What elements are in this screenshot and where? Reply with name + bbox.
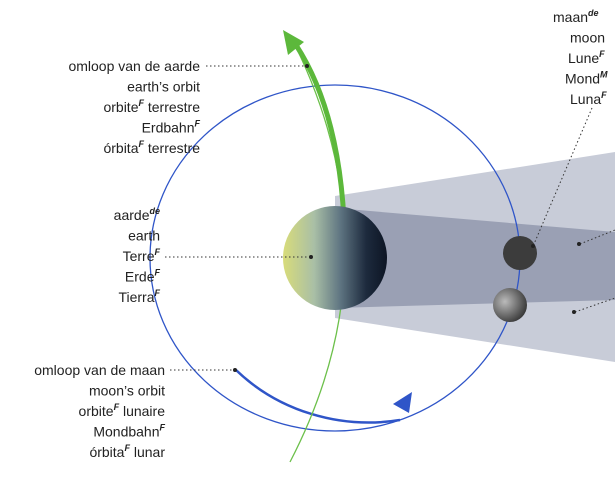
- moon-orbit-arrow-arc: [236, 370, 400, 422]
- label-text: Terre: [123, 248, 155, 264]
- page: omloop van de aarde earth’s orbit orbiteF …: [0, 0, 615, 485]
- label-text: earth’s orbit: [127, 79, 200, 95]
- label-line: órbitaF terrestre: [103, 139, 200, 156]
- label-text-rest: lunar: [130, 444, 165, 460]
- label-superscript: F: [155, 288, 161, 298]
- label-line: omloop van de maan: [34, 362, 165, 378]
- label-text: earth: [128, 228, 160, 244]
- leader-dot: [305, 64, 309, 68]
- label-superscript: M: [600, 70, 608, 80]
- label-text: Tierra: [118, 289, 154, 305]
- label-text: órbita: [103, 140, 138, 156]
- label-line: LunaF: [570, 90, 607, 107]
- label-text: moon’s orbit: [89, 383, 165, 399]
- label-line: MondbahnF: [93, 423, 165, 440]
- label-text: Mond: [565, 71, 600, 87]
- label-line: aardede: [114, 206, 160, 223]
- leader-dot: [531, 244, 535, 248]
- label-line: maande: [553, 8, 599, 25]
- label-text-rest: terrestre: [144, 99, 200, 115]
- moon-eclipsed: [503, 236, 537, 270]
- label-text: órbita: [89, 444, 124, 460]
- label-text: moon: [570, 30, 605, 46]
- label-superscript: F: [601, 90, 607, 100]
- label-line: orbiteF lunaire: [79, 402, 166, 419]
- moon: [493, 288, 527, 322]
- label-text: maan: [553, 9, 588, 25]
- label-superscript: de: [588, 8, 599, 18]
- label-text: Lune: [568, 50, 599, 66]
- label-text: omloop van de aarde: [68, 58, 200, 74]
- label-text: Erdbahn: [142, 120, 195, 136]
- label-line: moon: [570, 30, 605, 46]
- label-line: TierraF: [118, 288, 160, 305]
- label-text: orbite: [79, 403, 114, 419]
- label-superscript: F: [599, 49, 605, 59]
- label-text: Mondbahn: [93, 424, 159, 440]
- label-text: omloop van de maan: [34, 362, 165, 378]
- label-group: omloop van de aarde earth’s orbit orbiteF …: [68, 58, 200, 156]
- leader-dot: [309, 255, 313, 259]
- label-line: orbiteF terrestre: [103, 98, 200, 115]
- leader-dot: [572, 310, 576, 314]
- label-text: aarde: [114, 207, 150, 223]
- label-text-rest: terrestre: [144, 140, 200, 156]
- label-text: Luna: [570, 91, 601, 107]
- label-line: órbitaF lunar: [89, 443, 165, 460]
- label-superscript: F: [160, 423, 166, 433]
- label-line: ErdeF: [125, 268, 161, 285]
- label-line: ErdbahnF: [142, 119, 201, 136]
- label-superscript: F: [195, 119, 201, 129]
- label-superscript: F: [155, 268, 161, 278]
- label-line: TerreF: [123, 247, 161, 264]
- label-line: omloop van de aarde: [68, 58, 200, 74]
- leader-dot: [577, 242, 581, 246]
- label-superscript: F: [155, 247, 161, 257]
- label-line: earth’s orbit: [127, 79, 200, 95]
- label-superscript: de: [149, 206, 160, 216]
- earth: [283, 206, 387, 310]
- moon-orbit-arrowhead: [393, 392, 412, 413]
- diagram: omloop van de aarde earth’s orbit orbiteF …: [0, 0, 615, 485]
- label-line: earth: [128, 228, 160, 244]
- label-line: MondM: [565, 70, 608, 87]
- leader-dot: [233, 368, 237, 372]
- label-line: moon’s orbit: [89, 383, 165, 399]
- label-text: orbite: [103, 99, 138, 115]
- label-line: LuneF: [568, 49, 605, 66]
- label-text: Erde: [125, 269, 155, 285]
- label-text-rest: lunaire: [119, 403, 165, 419]
